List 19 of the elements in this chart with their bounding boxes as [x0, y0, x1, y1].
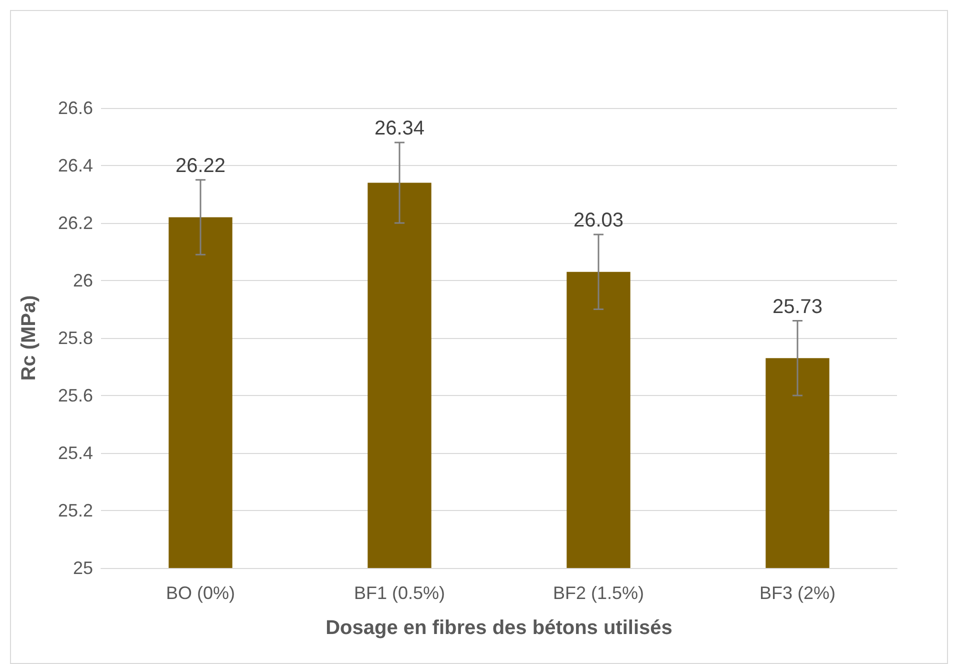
x-tick-label: BF2 (1.5%) [552, 583, 644, 603]
y-tick-label: 25.8 [58, 328, 93, 348]
x-tick-label: BF3 (2%) [759, 583, 836, 603]
x-tick-label: BO (0%) [166, 583, 236, 603]
y-tick-label: 25.2 [58, 500, 93, 520]
data-label: 26.03 [573, 210, 624, 232]
y-axis-title: Rc (MPa) [18, 295, 40, 381]
data-label: 26.22 [175, 154, 226, 177]
y-tick-label: 26.6 [58, 98, 93, 118]
y-tick-label: 26.4 [58, 156, 93, 176]
data-label: 26.34 [374, 118, 425, 140]
x-tick-label: BF1 (0.5%) [354, 583, 446, 603]
y-tick-label: 26.2 [58, 213, 93, 233]
y-tick-label: 25.4 [58, 443, 93, 463]
y-tick-label: 25.6 [58, 386, 93, 406]
y-tick-label: 26 [72, 270, 93, 290]
x-axis-title: Dosage en fibres des bétons utilisés [326, 617, 672, 639]
data-label: 25.73 [772, 296, 823, 318]
y-tick-label: 25 [72, 558, 93, 578]
